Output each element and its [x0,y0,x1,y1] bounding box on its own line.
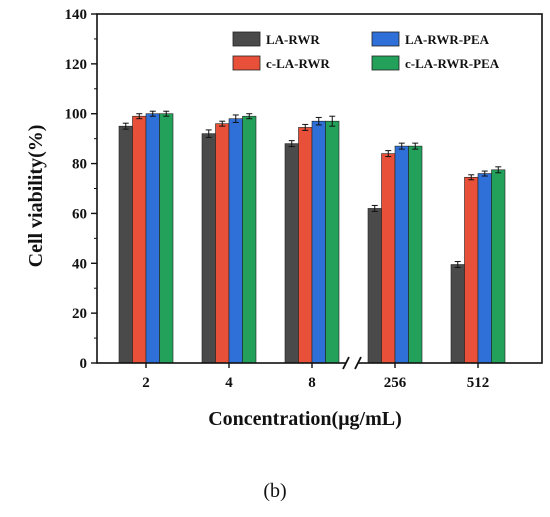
bar [325,120,340,364]
x-tick-label: 512 [467,375,490,391]
axis-break-mark [342,356,350,370]
x-tick-label: 8 [308,375,316,391]
legend-label: c-LA-RWR [266,56,330,71]
bar [159,113,174,364]
bar [477,173,492,364]
y-tick-label: 20 [72,306,87,322]
bar [381,153,396,364]
y-tick-label: 40 [72,256,87,272]
y-tick-label: 0 [80,356,88,372]
x-tick-label: 256 [384,375,407,391]
bar [284,143,299,364]
axis-break-gap [346,357,358,369]
y-axis-title: Cell viability(%) [25,125,47,268]
x-tick-label: 4 [225,375,233,391]
y-tick-label: 80 [72,157,87,173]
legend-swatch [371,31,400,47]
panel-label: (b) [263,480,286,502]
bar [394,145,409,364]
bar [132,115,147,364]
y-tick-label: 100 [65,107,88,123]
axis-break-mark [354,356,362,370]
bar [201,133,216,364]
legend-label: c-LA-RWR-PEA [405,56,500,71]
y-tick-label: 120 [65,57,88,73]
bar [367,208,382,364]
bar [215,123,230,364]
legend-swatch [371,55,400,71]
bar [228,118,243,364]
y-tick-label: 140 [65,7,88,23]
legend-label: LA-RWR [266,32,320,47]
bar [242,115,257,364]
bar [408,145,423,364]
legend-label: LA-RWR-PEA [405,32,490,47]
bar [298,127,313,364]
bar [464,176,479,364]
bar [491,169,506,364]
bar [450,264,465,364]
legend-swatch [232,31,261,47]
x-axis-title: Concentration(μg/mL) [208,408,402,430]
x-tick-label: 2 [142,375,150,391]
bar [311,120,326,364]
bar [145,113,160,364]
bar [118,125,133,364]
y-tick-label: 60 [72,206,87,222]
legend-swatch [232,55,261,71]
